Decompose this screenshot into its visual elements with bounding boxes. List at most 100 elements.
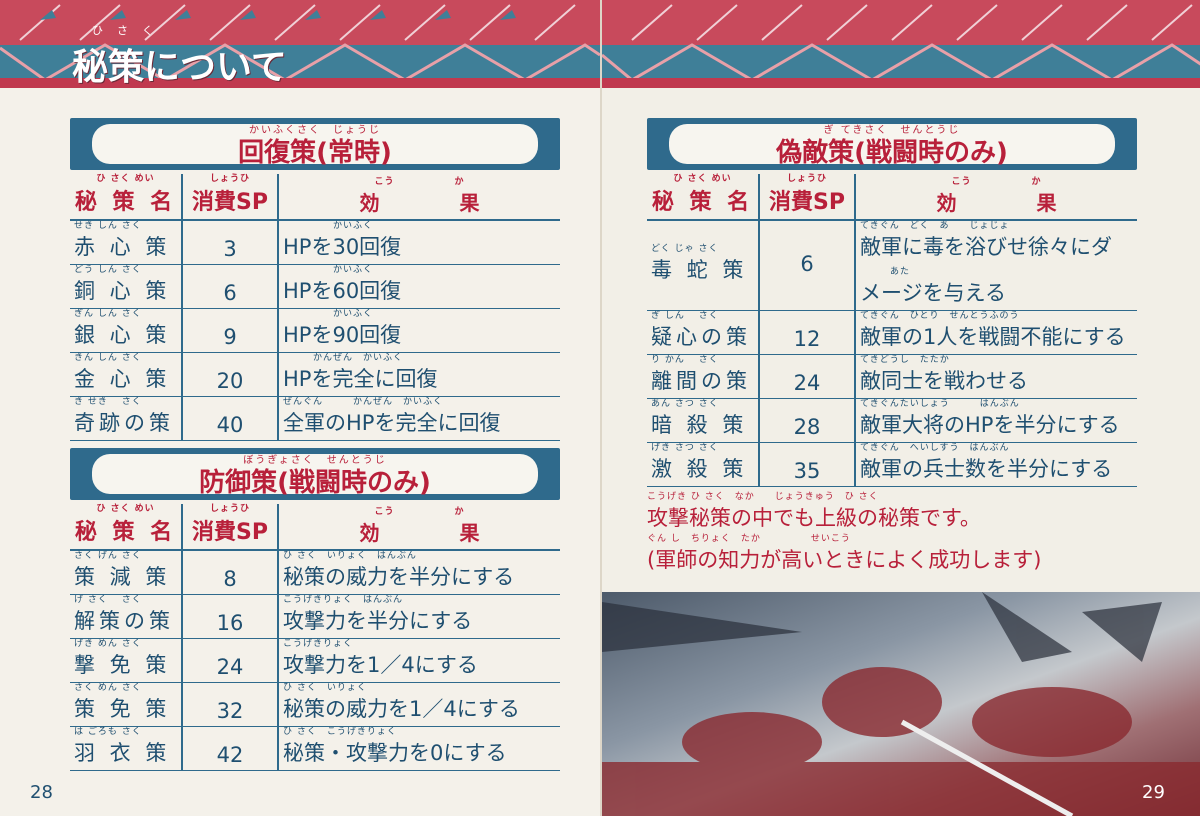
table-row: さく げん さく策 減 策 8 ひ さく いりょく はんぶん 秘策の威力を半分にする (70, 550, 560, 595)
ruby-text: ひ さく いりょく はんぶん (283, 551, 417, 561)
ruby-text: り かん さく (651, 355, 719, 365)
section-title: 防御策(戦闘時のみ) (199, 468, 431, 498)
row-name: は ごろも さく羽 衣 策 (70, 726, 182, 771)
row-effect: ひ さく こうげきりょく 秘策・攻撃力を0にする (278, 726, 560, 771)
row-effect: てきぐんたいしょう はんぶん 敵軍大将のHPを半分にする (855, 398, 1137, 443)
row-sp-text: 40 (216, 413, 244, 437)
header-effect: こう か効 果 (278, 174, 560, 221)
ruby-text: こうげきりょく はんぶん (283, 595, 404, 605)
header-effect: こう か効 果 (855, 174, 1137, 221)
table-row: せき しん さく赤 心 策 3 かいふく HPを30回復 (70, 220, 560, 265)
section-banner-false-enemy: ぎ てきさく せんとうじ 偽敵策(戦闘時のみ) (647, 118, 1137, 170)
row-sp: 20 (181, 352, 279, 397)
ruby-text: しょうひ (209, 174, 250, 184)
note-ruby: こうげき ひ さく なか じょうきゅう ひ さく (647, 492, 879, 502)
row-name: り かん さく離間の策 (647, 354, 759, 399)
row-effect: こうげきりょく はんぶん攻撃力を半分にする (278, 594, 560, 639)
header-name: ひ さく めい秘 策 名 (647, 174, 759, 221)
ruby-text: きん しん さく (74, 353, 142, 363)
section-banner-defense: ぼうぎょさく せんとうじ 防御策(戦闘時のみ) (70, 448, 560, 500)
header-sp: しょうひ 消費SP (181, 504, 279, 551)
row-sp-text: 32 (216, 699, 244, 723)
row-name-text: 暗 殺 策 (651, 413, 748, 437)
note-line-2: ぐん し ちりょく たか せいこう (軍師の知力が高いときによく成功します) (647, 534, 1041, 574)
row-sp-text: 20 (216, 369, 244, 393)
section-ruby: かいふくさく じょうじ (249, 125, 381, 136)
row-name: さく めん さく策 免 策 (70, 682, 182, 727)
section-banner-recovery: かいふくさく じょうじ 回復策(常時) (70, 118, 560, 170)
header-sp: しょうひ 消費SP (181, 174, 279, 221)
ruby-text: さく げん さく (74, 551, 142, 561)
section-ruby: ぎ てきさく せんとうじ (823, 125, 961, 136)
header-sp: しょうひ 消費SP (758, 174, 856, 221)
ruby-text: き せき さく (74, 397, 142, 407)
row-effect-text: 敵軍の1人を戦闘不能にする (860, 325, 1126, 349)
row-name-text: 毒 蛇 策 (651, 258, 748, 282)
row-sp: 35 (758, 442, 856, 487)
row-effect-text: 攻撃力を半分にする (283, 609, 473, 633)
table-row: げき さつ さく激 殺 策 35 てきぐん へいしすう はんぶん 敵軍の兵士数を半分に… (647, 442, 1137, 487)
row-sp-text: 42 (216, 743, 244, 767)
row-name: せき しん さく赤 心 策 (70, 220, 182, 265)
row-effect-text: 攻撃力を1／4にする (283, 653, 478, 677)
row-sp-text: 3 (223, 237, 237, 261)
section-title: 偽敵策(戦闘時のみ) (776, 138, 1008, 168)
row-name: さく げん さく策 減 策 (70, 550, 182, 595)
ruby-text: ひ さく こうげきりょく (283, 727, 397, 737)
table-row: は ごろも さく羽 衣 策 42 ひ さく こうげきりょく 秘策・攻撃力を0にする (70, 726, 560, 771)
ruby-text: どく じゃ さく (651, 244, 719, 254)
ruby-text: てきぐん ひとり せんとうふのう (860, 311, 1020, 321)
section-ruby: ぼうぎょさく せんとうじ (243, 455, 387, 466)
header-name: ひ さく めい秘 策 名 (70, 504, 182, 551)
ruby-text: ひ さく めい (96, 174, 155, 184)
ruby-text: てきぐん どく あ じょじょ (860, 221, 1010, 231)
row-sp: 16 (181, 594, 279, 639)
row-name: どう しん さく銅 心 策 (70, 264, 182, 309)
row-sp-text: 35 (793, 459, 821, 483)
ruby-text: かいふく (283, 309, 374, 319)
ruby-text: ひ さく めい (96, 504, 155, 514)
page-title: 秘策について (72, 47, 287, 88)
table-row: あん さつ さく暗 殺 策 28 てきぐんたいしょう はんぶん 敵軍大将のHPを半分に… (647, 398, 1137, 443)
row-sp: 28 (758, 398, 856, 443)
row-name-text: 激 殺 策 (651, 457, 748, 481)
row-effect: てきぐん どく あ じょじょ 敵軍に毒を浴びせ徐々にダ あた メージを与える (855, 220, 1137, 311)
ruby-text: は ごろも さく (74, 727, 142, 737)
row-effect-text: 全軍のHPを完全に回復 (283, 411, 501, 435)
table-row: きん しん さく金 心 策 20 かんぜん かいふく HPを完全に回復 (70, 352, 560, 397)
row-effect-text: HPを90回復 (283, 323, 402, 347)
header-sp-text: 消費SP (769, 190, 845, 215)
row-name: あん さつ さく暗 殺 策 (647, 398, 759, 443)
ruby-text: こう か (374, 177, 465, 187)
row-effect: てきどうし たたか 敵同士を戦わせる (855, 354, 1137, 399)
row-sp-text: 12 (793, 327, 821, 351)
table-header: ひ さく めい秘 策 名しょうひ 消費SP こう か効 果 (70, 504, 560, 551)
header-name: ひ さく めい秘 策 名 (70, 174, 182, 221)
row-effect: ひ さく いりょく 秘策の威力を1／4にする (278, 682, 560, 727)
table-row: さく めん さく策 免 策 32 ひ さく いりょく 秘策の威力を1／4にする (70, 682, 560, 727)
row-sp: 9 (181, 308, 279, 353)
section-title: 回復策(常時) (238, 138, 392, 168)
ruby-text: ぎ しん さく (651, 311, 719, 321)
ruby-text: ぜんぐん かんぜん かいふく (283, 397, 444, 407)
row-sp: 12 (758, 310, 856, 355)
row-name: どく じゃ さく毒 蛇 策 (647, 220, 759, 311)
ruby-text: あた (860, 267, 911, 277)
row-sp: 6 (758, 220, 856, 311)
row-effect-text: HPを30回復 (283, 235, 402, 259)
table-row: ぎん しん さく銀 心 策 9 かいふく HPを90回復 (70, 308, 560, 353)
ruby-text: こう か (374, 507, 465, 517)
row-effect-text: HPを60回復 (283, 279, 402, 303)
row-name: き せき さく 奇跡の策 (70, 396, 182, 441)
ruby-text: てきぐん へいしすう はんぶん (860, 443, 1010, 453)
row-name-text: 離間の策 (651, 369, 751, 393)
table-row: どう しん さく銅 心 策 6 かいふく HPを60回復 (70, 264, 560, 309)
ruby-text: どう しん さく (74, 265, 142, 275)
row-name-text: 解策の策 (74, 609, 174, 633)
row-name-text: 赤 心 策 (74, 235, 171, 259)
table-row: り かん さく 離間の策 24 てきどうし たたか 敵同士を戦わせる (647, 354, 1137, 399)
row-effect-text: 敵軍大将のHPを半分にする (860, 413, 1120, 437)
row-sp-text: 9 (223, 325, 237, 349)
table-row: き せき さく 奇跡の策 40 ぜんぐん かんぜん かいふく全軍のHPを完全に回復 (70, 396, 560, 441)
header-name-text: 秘 策 名 (74, 520, 177, 545)
